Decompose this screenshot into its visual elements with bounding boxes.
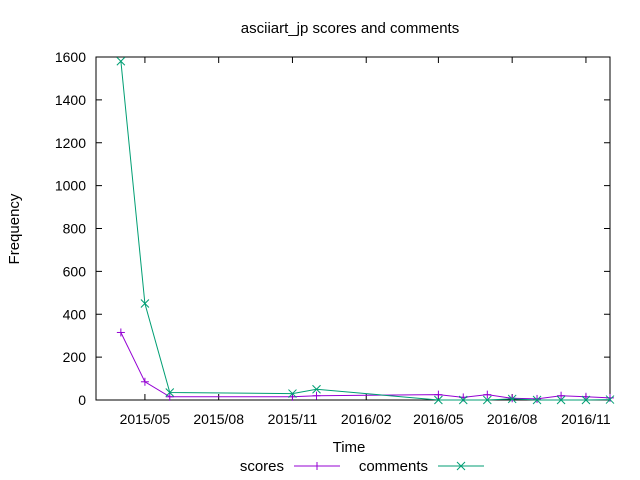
data-point-comments — [507, 394, 517, 404]
x-axis-title: Time — [333, 439, 366, 456]
data-point-comments — [532, 395, 542, 405]
x-tick-label: 2016/05 — [413, 411, 464, 427]
y-axis-title: Frequency — [6, 193, 23, 264]
x-tick-label: 2015/08 — [193, 411, 244, 427]
y-axis: 0 200 400 600 800 1000 1200 1400 1600 — [55, 49, 610, 408]
data-point-scores — [483, 390, 492, 399]
x-tick-label: 2016/11 — [561, 411, 611, 427]
data-point-scores — [434, 390, 443, 399]
legend-item-scores: scores — [240, 458, 340, 475]
data-point-comments — [482, 395, 492, 405]
y-tick-label: 0 — [78, 392, 86, 408]
series-layer — [116, 56, 615, 405]
x-tick-label: 2016/02 — [341, 411, 392, 427]
y-tick-label: 1200 — [55, 135, 86, 151]
data-point-comments — [556, 395, 566, 405]
data-point-comments — [434, 395, 443, 405]
y-tick-label: 600 — [63, 263, 87, 279]
legend-label: comments — [359, 458, 428, 475]
data-point-comments — [312, 384, 321, 394]
data-point-comments — [581, 395, 591, 405]
data-point-comments — [116, 56, 126, 66]
y-tick-label: 1400 — [55, 92, 86, 108]
y-tick-label: 400 — [63, 306, 87, 322]
data-point-scores — [312, 391, 321, 400]
data-point-scores — [606, 393, 614, 402]
y-tick-label: 800 — [63, 221, 87, 237]
data-point-scores — [140, 377, 149, 386]
data-point-comments — [165, 388, 175, 397]
plot-area-border — [95, 56, 611, 401]
series-line-scores — [120, 332, 611, 400]
legend-label: scores — [240, 458, 284, 475]
x-axis: 2015/05 2015/08 2015/11 2016/02 2016/05 2016/… — [120, 57, 611, 427]
data-point-comments — [140, 299, 150, 308]
y-tick-label: 1600 — [55, 49, 86, 65]
legend-item-comments: comments — [359, 458, 484, 475]
chart-title: asciiart_jp scores and comments — [241, 20, 459, 37]
x-tick-label: 2016/08 — [487, 411, 538, 427]
legend-swatch-marker — [456, 461, 466, 471]
data-point-scores — [165, 392, 174, 401]
data-point-scores — [116, 328, 125, 337]
legend-swatch-marker — [313, 462, 321, 470]
legend: scores comments — [240, 458, 484, 475]
data-point-scores — [557, 391, 566, 400]
series-line-comments — [120, 61, 611, 401]
data-point-comments — [288, 389, 297, 398]
y-tick-label: 1000 — [55, 178, 86, 194]
y-tick-label: 200 — [63, 349, 87, 365]
data-point-comments — [605, 395, 615, 404]
x-tick-label: 2015/05 — [120, 411, 171, 427]
x-tick-label: 2015/11 — [268, 411, 318, 427]
data-point-comments — [458, 395, 468, 405]
data-point-scores — [533, 394, 542, 403]
